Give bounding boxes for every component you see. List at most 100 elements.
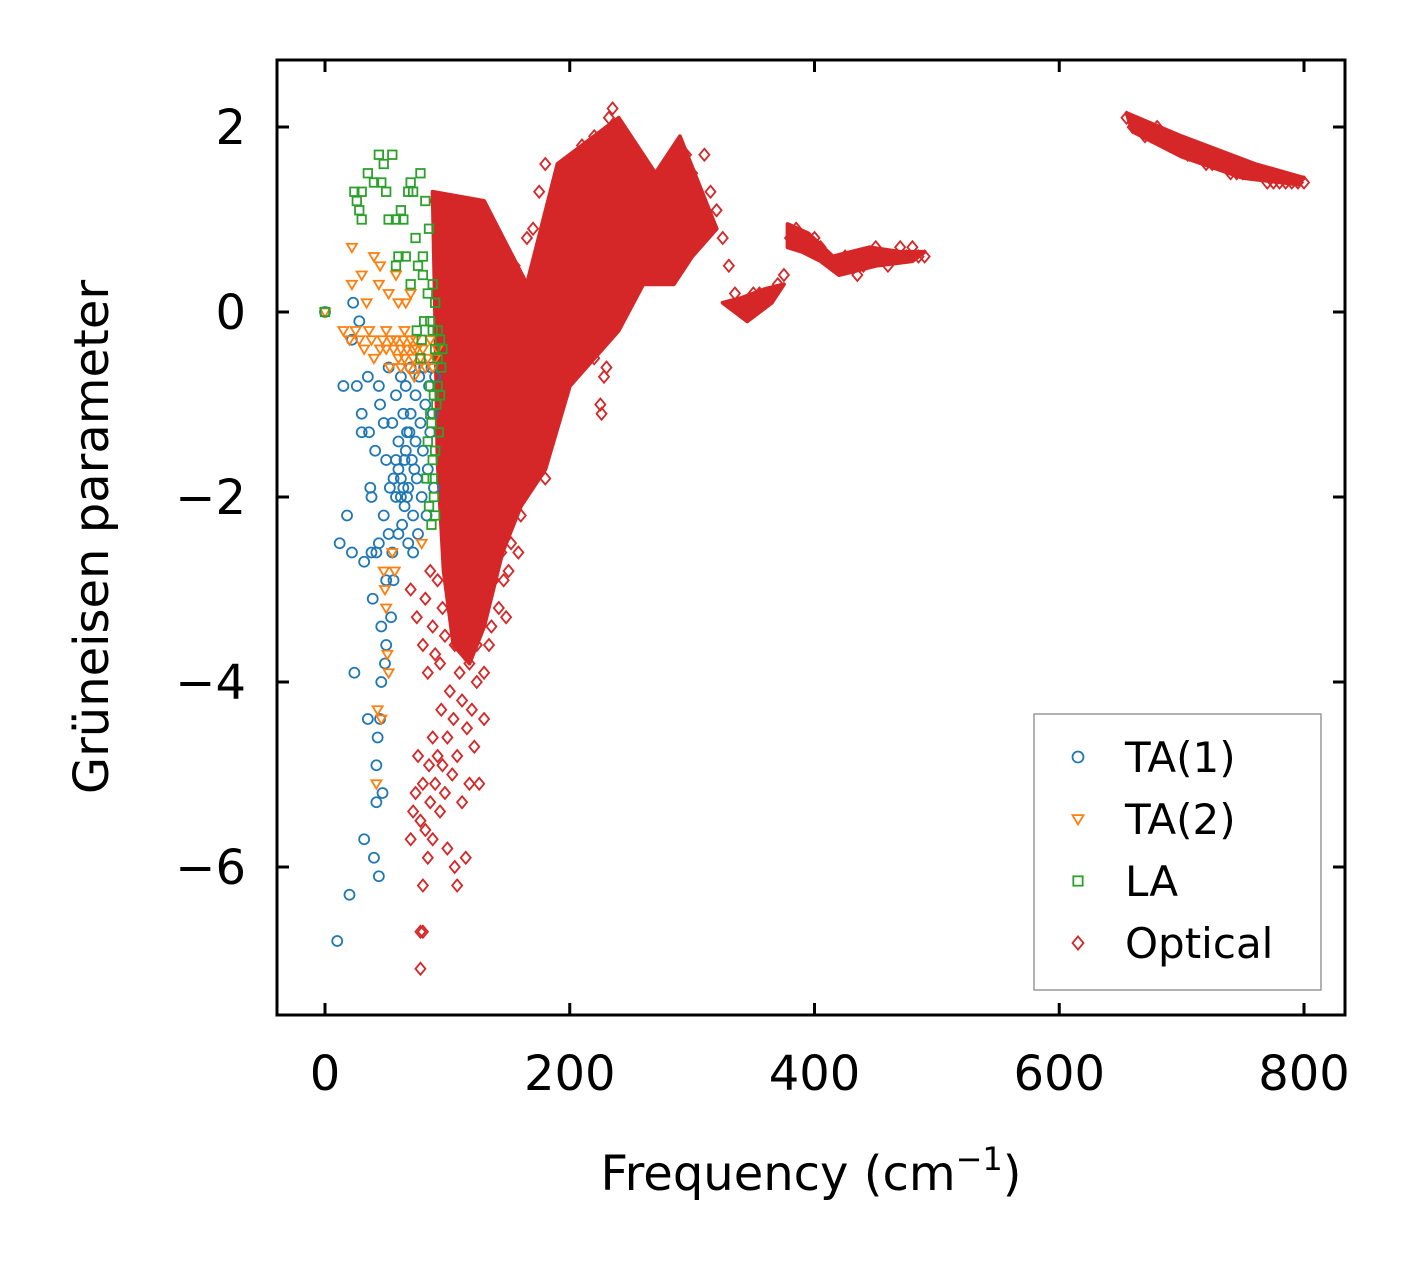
data-point — [356, 186, 367, 197]
data-point — [508, 498, 521, 514]
data-point — [400, 344, 414, 356]
data-point — [661, 212, 674, 227]
data-point — [463, 776, 476, 792]
data-point — [427, 473, 438, 484]
data-point — [436, 600, 449, 616]
data-point — [355, 270, 369, 282]
data-point — [414, 813, 427, 829]
legend-label: TA(2) — [1124, 795, 1236, 844]
data-point — [372, 279, 386, 292]
data-point — [437, 343, 448, 355]
data-point — [411, 363, 425, 375]
data-point — [383, 214, 394, 225]
data-point — [360, 298, 374, 310]
data-point — [588, 350, 601, 366]
data-point — [832, 258, 846, 274]
data-point — [362, 326, 376, 338]
data-point — [371, 731, 384, 744]
data-point — [448, 859, 461, 875]
data-point — [612, 165, 625, 181]
data-point — [447, 249, 460, 264]
data-point — [382, 668, 396, 680]
data-point — [387, 149, 398, 160]
data-point — [401, 363, 415, 375]
data-point — [424, 794, 437, 810]
data-point — [348, 666, 361, 679]
data-point — [814, 239, 827, 255]
plot-frame — [275, 58, 1347, 1017]
x-tick-label: 600 — [1013, 1046, 1105, 1102]
data-point — [728, 286, 742, 301]
data-point — [404, 831, 417, 847]
data-point — [393, 251, 404, 262]
data-point — [352, 335, 366, 347]
data-point — [808, 230, 821, 246]
data-point — [414, 961, 427, 977]
data-point — [480, 582, 493, 597]
data-point — [490, 397, 503, 412]
legend-label: TA(1) — [1124, 733, 1236, 782]
data-point — [375, 335, 390, 347]
data-point — [423, 223, 435, 234]
data-point — [771, 276, 784, 292]
data-point — [557, 156, 570, 172]
data-point — [369, 779, 383, 791]
series-ta-2 — [318, 242, 445, 791]
data-point — [431, 748, 444, 764]
data-point — [424, 563, 437, 579]
data-point — [416, 776, 430, 792]
data-point — [398, 214, 409, 225]
data-point — [345, 242, 359, 255]
data-point — [893, 239, 907, 255]
data-point — [377, 417, 390, 429]
data-point — [455, 693, 469, 708]
legend-marker — [1072, 875, 1084, 887]
data-point — [410, 344, 424, 356]
tick-layer: 0 200 400 600 800 −6 −4 −2 0 2 — [175, 60, 1350, 1102]
data-point — [679, 147, 693, 163]
data-point — [404, 582, 417, 597]
data-point — [563, 165, 576, 181]
data-point — [436, 362, 447, 373]
data-point — [869, 239, 882, 255]
data-point — [420, 195, 431, 207]
data-point — [468, 739, 481, 755]
data-point — [417, 251, 429, 262]
data-point — [378, 158, 389, 170]
legend-entry: TA(1) — [1071, 733, 1236, 782]
data-point — [453, 212, 466, 227]
data-point — [386, 344, 401, 356]
data-point — [387, 472, 400, 485]
data-point — [355, 426, 368, 439]
data-point — [649, 258, 662, 274]
data-point — [347, 296, 360, 309]
legend-label: LA — [1125, 857, 1178, 906]
data-point — [426, 363, 440, 375]
data-point — [400, 251, 411, 262]
data-point — [600, 138, 613, 153]
data-point — [484, 554, 497, 570]
data-point — [485, 619, 498, 634]
data-point — [667, 184, 680, 200]
data-point — [349, 326, 363, 338]
data-point — [490, 526, 503, 542]
data-point — [433, 656, 447, 671]
data-point — [407, 186, 419, 197]
data-point — [435, 702, 448, 718]
data-point — [399, 298, 413, 310]
scatter-layer — [318, 101, 1311, 977]
data-point — [405, 279, 416, 290]
data-point — [346, 546, 358, 559]
data-point — [618, 156, 631, 172]
data-point — [450, 748, 464, 764]
data-point — [345, 279, 359, 292]
x-tick-label: 800 — [1258, 1046, 1350, 1102]
data-point — [410, 232, 421, 244]
data-point — [416, 637, 430, 653]
data-point — [402, 537, 415, 550]
data-point — [435, 239, 448, 255]
data-point — [502, 276, 515, 292]
data-point — [378, 585, 392, 597]
data-point — [396, 518, 408, 531]
